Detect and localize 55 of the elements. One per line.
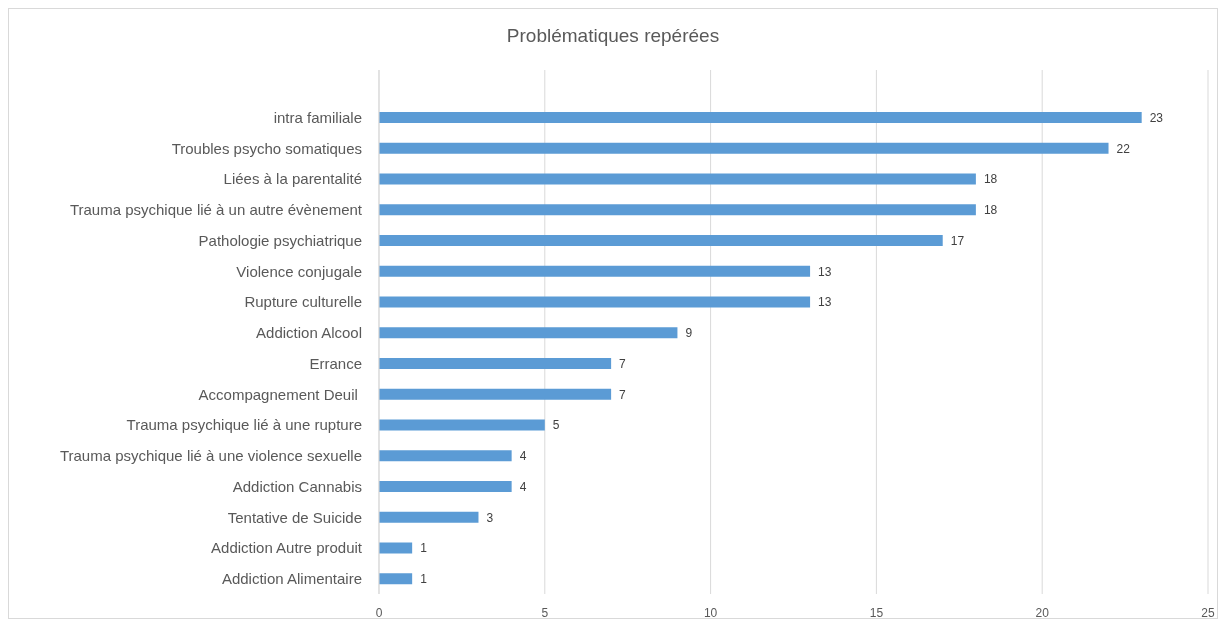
bar	[379, 112, 1142, 123]
bar	[379, 235, 943, 246]
x-tick-label: 5	[541, 605, 549, 620]
y-tick-label: Addiction Cannabis	[232, 477, 362, 495]
y-tick-label: Rupture culturelle	[244, 293, 362, 311]
data-label: 1	[420, 572, 428, 587]
data-label: 1	[420, 541, 428, 556]
y-tick-label: Liées à la parentalité	[223, 170, 362, 188]
y-tick-label: Addiction Alcool	[256, 324, 362, 342]
bar	[379, 481, 512, 492]
x-tick-label: 20	[1035, 605, 1050, 620]
y-tick-label: Addiction Alimentaire	[221, 570, 362, 588]
data-label: 7	[619, 356, 627, 371]
data-label: 4	[519, 479, 527, 494]
bar	[379, 419, 545, 431]
y-tick-label: Accompagnement Deuil	[198, 385, 362, 403]
bar	[379, 450, 512, 462]
y-tick-label: Errance	[309, 354, 362, 372]
y-tick-label: Addiction Autre produit	[211, 539, 363, 557]
data-label: 4	[519, 449, 527, 464]
data-label: 17	[950, 233, 965, 248]
bar	[379, 573, 413, 585]
chart-title: Problématiques repérées	[505, 25, 721, 47]
bar	[379, 296, 811, 308]
y-tick-label: Tentative de Suicide	[227, 508, 362, 526]
bar	[379, 358, 612, 369]
bar	[379, 204, 976, 216]
bar	[379, 173, 976, 185]
y-tick-label: Troubles psycho somatiques	[171, 139, 362, 157]
bar	[379, 511, 479, 523]
y-tick-label: Pathologie psychiatrique	[198, 231, 362, 249]
data-label: 13	[818, 264, 832, 279]
data-label: 5	[552, 418, 560, 433]
y-tick-label: Violence conjugale	[236, 262, 362, 280]
data-label: 22	[1116, 141, 1131, 156]
y-tick-label: Trauma psychique lié à un autre évènement	[69, 201, 363, 219]
data-label: 9	[685, 326, 693, 341]
y-tick-label: Trauma psychique lié à une rupture	[126, 416, 362, 434]
x-tick-label: 10	[703, 605, 718, 620]
bar	[379, 542, 413, 554]
bar	[379, 265, 811, 277]
data-label: 23	[1149, 110, 1164, 125]
y-tick-label: intra familiale	[273, 108, 362, 126]
data-label: 18	[983, 203, 998, 218]
bar	[379, 327, 678, 339]
x-tick-label: 0	[375, 605, 383, 620]
y-tick-label: Trauma psychique lié à une violence sexuelle	[59, 447, 362, 465]
data-label: 7	[619, 387, 627, 402]
x-tick-label: 15	[869, 605, 884, 620]
data-label: 13	[818, 295, 832, 310]
data-label: 18	[983, 172, 998, 187]
data-label: 3	[486, 510, 494, 525]
x-tick-label: 25	[1201, 605, 1215, 620]
bar	[379, 142, 1109, 154]
bar	[379, 388, 612, 400]
